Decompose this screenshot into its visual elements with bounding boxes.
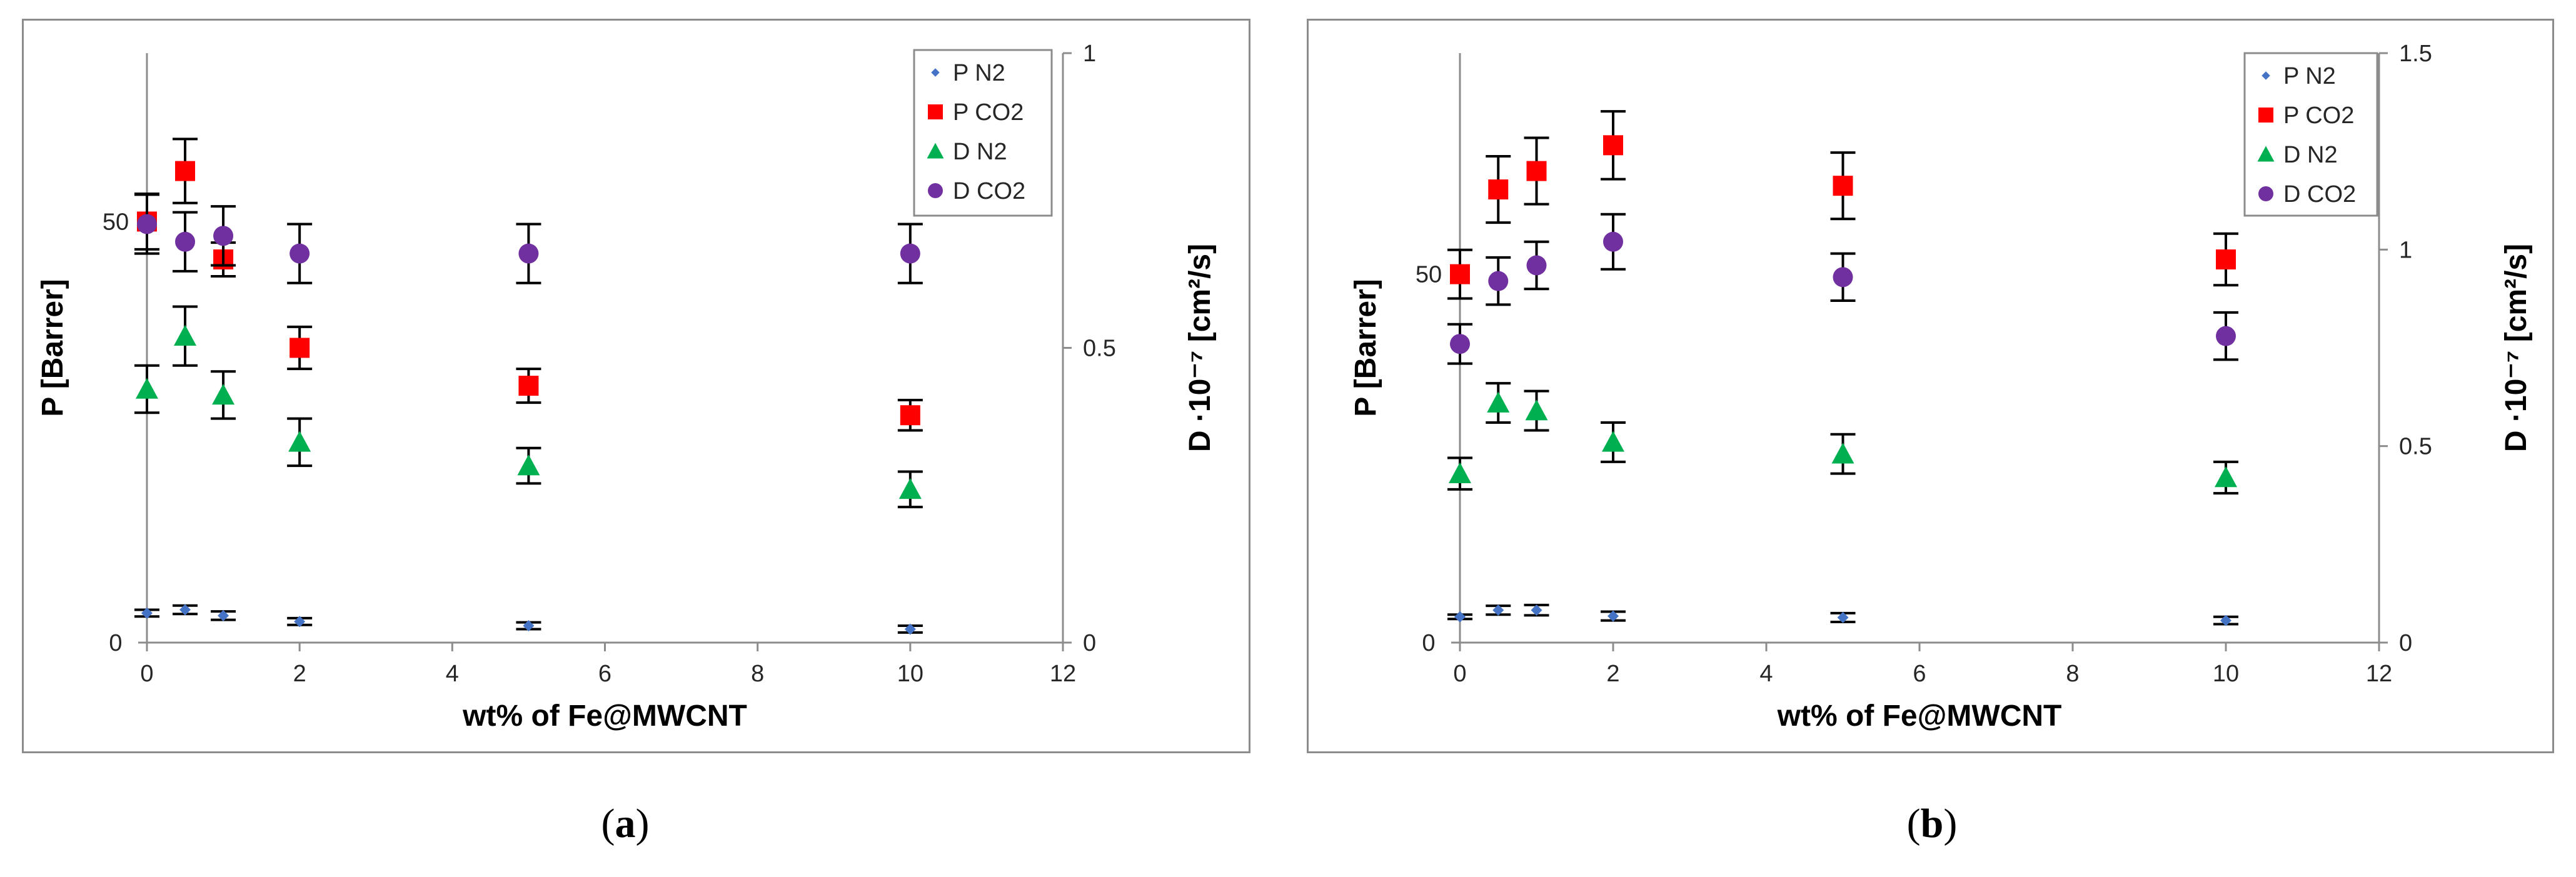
y-axis-title-right: D ·10⁻⁷ [cm²/s] — [1184, 244, 1217, 452]
y-right-tick-label: 1 — [2399, 237, 2412, 263]
x-tick-label: 4 — [446, 661, 459, 687]
data-point-circle — [1526, 255, 1547, 276]
x-tick-label: 10 — [2213, 661, 2239, 687]
data-point-triangle — [1449, 462, 1471, 483]
data-point-circle — [289, 243, 310, 264]
data-point-circle — [900, 243, 920, 264]
data-point-diamond — [1492, 604, 1504, 616]
data-point-square — [2216, 249, 2236, 270]
legend-marker-circle — [2258, 186, 2273, 201]
legend-label: P N2 — [953, 60, 1005, 86]
y-left-tick-label: 50 — [103, 209, 129, 235]
x-tick-label: 0 — [1453, 661, 1466, 687]
legend-box — [913, 49, 1053, 217]
x-tick-label: 4 — [1759, 661, 1773, 687]
y-right-tick-label: 1 — [1083, 41, 1096, 67]
legend-label: D N2 — [2283, 142, 2338, 168]
x-tick-label: 8 — [751, 661, 764, 687]
legend-label: P N2 — [2283, 63, 2336, 89]
data-point-diamond — [179, 604, 191, 616]
data-point-square — [1526, 161, 1547, 181]
legend-label: D CO2 — [953, 178, 1025, 204]
legend-label: P CO2 — [953, 99, 1024, 126]
legend-marker-triangle — [2257, 146, 2275, 162]
x-tick-label: 8 — [2066, 661, 2079, 687]
data-point-square — [1833, 176, 1853, 196]
data-point-triangle — [174, 324, 197, 346]
x-tick-label: 12 — [2366, 661, 2392, 687]
y-right-tick-label: 1.5 — [2399, 41, 2432, 67]
data-point-triangle — [898, 478, 922, 499]
data-point-triangle — [1487, 391, 1510, 413]
data-point-square — [1603, 135, 1623, 156]
x-tick-label: 0 — [140, 661, 153, 687]
data-point-circle — [1603, 231, 1623, 252]
data-point-triangle — [212, 383, 235, 405]
caption-b: (b) — [1906, 801, 1958, 846]
data-point-diamond — [294, 616, 306, 628]
data-point-diamond — [1531, 604, 1542, 616]
legend-marker-diamond — [931, 68, 940, 77]
legend-marker-square — [928, 104, 943, 119]
legend-marker-square — [2258, 108, 2273, 123]
data-point-triangle — [136, 378, 158, 399]
x-axis-title: wt% of Fe@MWCNT — [462, 699, 747, 733]
data-point-triangle — [1602, 431, 1624, 452]
data-point-diamond — [523, 620, 535, 632]
x-axis-title: wt% of Fe@MWCNT — [1777, 699, 2062, 733]
data-point-diamond — [2220, 614, 2231, 626]
data-point-square — [289, 338, 310, 358]
data-point-square — [1488, 179, 1509, 200]
data-point-triangle — [517, 454, 540, 476]
x-tick-label: 6 — [1913, 661, 1926, 687]
legend-marker-circle — [928, 183, 943, 198]
data-point-diamond — [1454, 611, 1466, 623]
data-point-diamond — [141, 607, 153, 619]
y-left-tick-label: 0 — [1422, 630, 1435, 656]
data-point-diamond — [218, 609, 229, 621]
data-point-triangle — [1525, 399, 1548, 421]
legend-label: P CO2 — [2283, 103, 2354, 129]
x-tick-label: 2 — [1606, 661, 1619, 687]
y-axis-title-right: D ·10⁻⁷ [cm²/s] — [2500, 244, 2533, 452]
y-right-tick-label: 0 — [1083, 630, 1096, 656]
data-point-circle — [2216, 326, 2236, 346]
data-point-square — [900, 405, 920, 426]
y-right-tick-label: 0.5 — [1083, 336, 1116, 362]
data-point-diamond — [1837, 611, 1849, 623]
y-right-tick-label: 0 — [2399, 630, 2412, 656]
y-axis-title-left: P [Barrer] — [36, 279, 69, 417]
data-point-circle — [137, 214, 157, 234]
y-right-tick-label: 0.5 — [2399, 434, 2432, 460]
data-point-circle — [1488, 271, 1509, 291]
y-left-tick-label: 0 — [109, 630, 122, 656]
data-point-square — [1450, 264, 1470, 284]
x-tick-label: 6 — [598, 661, 611, 687]
data-point-circle — [175, 231, 196, 252]
legend-marker-diamond — [2262, 71, 2270, 80]
data-point-square — [518, 376, 539, 396]
x-tick-label: 12 — [1050, 661, 1076, 687]
data-point-circle — [213, 226, 234, 246]
data-point-diamond — [904, 623, 916, 635]
y-left-tick-label: 50 — [1416, 262, 1442, 288]
data-point-diamond — [1607, 610, 1619, 622]
x-tick-label: 2 — [293, 661, 306, 687]
y-axis-title-left: P [Barrer] — [1349, 279, 1382, 417]
data-point-circle — [1450, 334, 1470, 354]
data-point-triangle — [2215, 466, 2237, 488]
data-point-triangle — [1831, 443, 1854, 464]
data-point-circle — [518, 243, 539, 264]
data-point-circle — [1833, 267, 1853, 288]
data-point-triangle — [288, 431, 311, 452]
data-point-square — [175, 161, 196, 181]
legend-label: D N2 — [953, 139, 1007, 165]
legend-marker-triangle — [927, 143, 944, 159]
legend-label: D CO2 — [2283, 181, 2356, 208]
caption-a: (a) — [601, 801, 650, 846]
x-tick-label: 10 — [897, 661, 923, 687]
